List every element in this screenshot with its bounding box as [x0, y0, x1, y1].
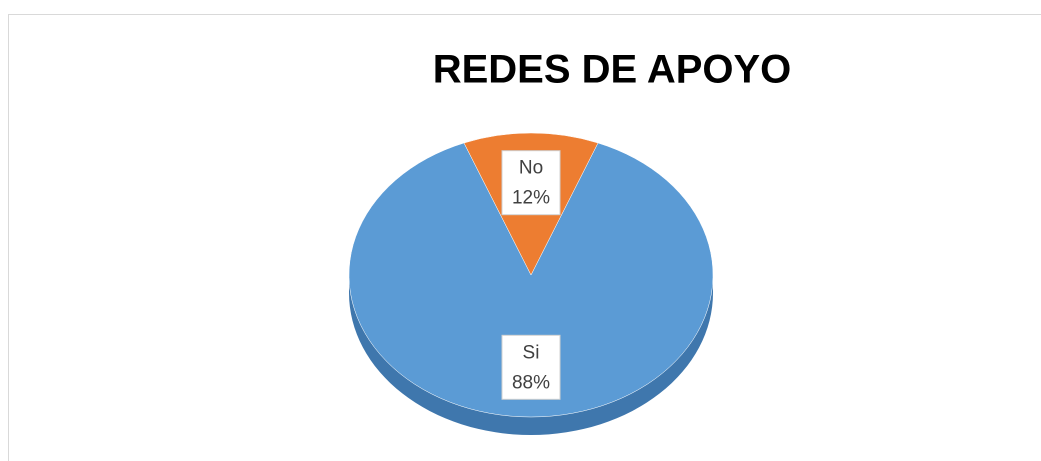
data-label-box: [501, 150, 561, 216]
pie: Si 88% No 12%: [348, 132, 714, 435]
data-label-value: 12%: [512, 188, 550, 209]
data-label-box: [501, 334, 561, 400]
chart-title: REDES DE APOYO: [433, 48, 792, 92]
data-label-category: No: [519, 158, 543, 179]
pie-slice: [348, 142, 714, 418]
data-label-category: Si: [523, 342, 540, 363]
data-label-value: 88%: [512, 372, 550, 393]
